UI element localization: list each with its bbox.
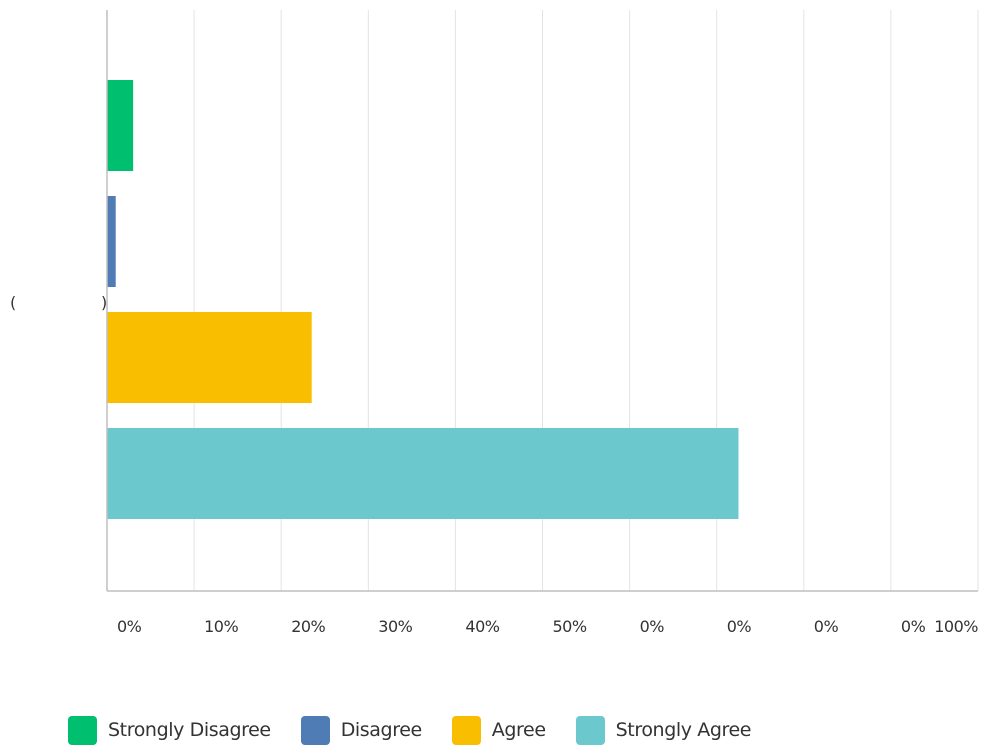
legend-item-strongly-agree[interactable]: Strongly Agree [575,715,752,745]
x-tick-label: 30% [378,617,412,636]
x-tick-label: 10% [204,617,238,636]
bar-agree[interactable] [107,312,312,403]
legend-swatch [451,715,481,745]
category-label-close: ) [101,293,107,312]
legend-item-strongly-disagree[interactable]: Strongly Disagree [68,715,271,745]
x-tick-label: 50% [553,617,587,636]
x-tick-label: 0% [901,617,926,636]
legend-label: Disagree [340,719,422,741]
x-tick-label: 0% [117,617,142,636]
category-label: ( ) [10,293,107,312]
category-label-open: ( [10,293,16,312]
legend: Strongly Disagree Disagree Agree Strongly A… [68,714,781,746]
x-tick-label: 0% [640,617,665,636]
gridlines [193,10,979,591]
x-tick-label: 40% [465,617,499,636]
legend-swatch [68,715,97,745]
legend-label: Strongly Disagree [108,719,271,741]
bar-disagree[interactable] [107,196,116,287]
x-tick-labels: 0% 10% 20% 30% 40% 50% 0% 0% 0% 0% 100% [117,617,979,636]
x-tick-label: 20% [291,617,325,636]
legend-label: Strongly Agree [615,719,752,741]
x-tick-label: 0% [727,617,752,636]
x-tick-label: 100% [934,617,978,636]
legend-item-agree[interactable]: Agree [451,715,546,745]
bars [107,80,739,519]
bar-strongly-agree[interactable] [107,428,739,519]
legend-swatch [575,715,605,745]
x-tick-label: 0% [814,617,839,636]
bar-strongly-disagree[interactable] [107,80,134,171]
legend-item-disagree[interactable]: Disagree [300,715,422,745]
axes [106,10,978,592]
legend-label: Agree [491,719,546,741]
legend-swatch [300,715,330,745]
